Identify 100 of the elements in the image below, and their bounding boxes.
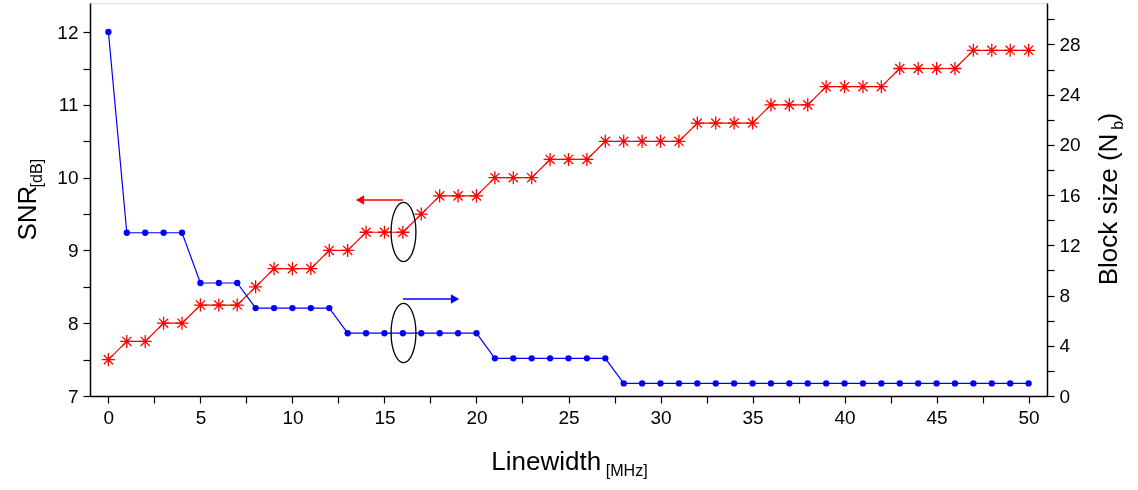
point	[818, 79, 834, 94]
y2-tick-label: 8	[1059, 285, 1071, 307]
point	[671, 134, 687, 149]
point	[896, 380, 903, 387]
point	[270, 304, 278, 312]
point	[653, 134, 668, 149]
point	[583, 355, 591, 362]
y-tick-label: 12	[57, 21, 79, 43]
point	[690, 115, 705, 131]
point	[616, 134, 631, 149]
point	[763, 97, 779, 113]
point	[708, 115, 723, 131]
point	[491, 355, 499, 362]
point	[730, 380, 738, 387]
y2-tick-label: 16	[1059, 184, 1081, 206]
x-tick-label: 35	[742, 406, 764, 428]
point	[892, 61, 907, 76]
point	[418, 330, 425, 337]
y-tick-label: 9	[67, 239, 79, 261]
point	[911, 61, 926, 76]
point	[878, 380, 885, 387]
point	[947, 61, 963, 76]
point	[285, 261, 300, 276]
point	[215, 279, 222, 287]
point	[749, 380, 756, 387]
point	[322, 243, 337, 258]
x-tick-label: 40	[834, 406, 856, 428]
point	[473, 330, 480, 337]
point	[399, 330, 407, 337]
point	[542, 152, 558, 167]
point	[800, 97, 815, 113]
y2-tick-label: 0	[1059, 385, 1071, 407]
point	[984, 43, 999, 58]
point	[101, 352, 116, 367]
point	[252, 304, 259, 312]
y-tick-label: 7	[67, 385, 79, 407]
point	[782, 97, 797, 113]
point	[230, 297, 245, 313]
point	[579, 152, 595, 167]
point	[510, 355, 517, 362]
point	[123, 229, 130, 236]
point	[561, 152, 576, 167]
point	[855, 79, 871, 94]
point	[546, 355, 554, 362]
point	[211, 297, 226, 313]
point	[1025, 380, 1032, 387]
point	[837, 79, 852, 94]
x-tick-label: 50	[1018, 406, 1040, 428]
y2-tick-label: 20	[1059, 134, 1081, 156]
x-tick-label: 0	[103, 406, 115, 428]
point	[307, 304, 315, 312]
point	[344, 330, 351, 337]
point	[358, 225, 374, 240]
point	[528, 355, 535, 362]
point	[174, 316, 190, 331]
point	[138, 334, 153, 349]
y-tick-label: 11	[58, 94, 79, 116]
point	[915, 380, 922, 387]
point	[266, 261, 282, 276]
point	[381, 330, 388, 337]
point	[156, 316, 171, 331]
point	[841, 380, 848, 387]
point	[726, 115, 742, 131]
point	[340, 243, 355, 258]
y2-tick-label: 28	[1059, 33, 1081, 55]
point	[966, 43, 981, 58]
point	[450, 188, 466, 204]
point	[506, 170, 521, 185]
point	[1021, 43, 1036, 58]
point	[657, 380, 664, 387]
point	[675, 380, 683, 387]
point	[970, 380, 977, 387]
point	[193, 297, 208, 313]
point	[432, 188, 447, 204]
y2-tick-label: 12	[1059, 234, 1081, 256]
point	[487, 170, 503, 185]
point	[105, 28, 112, 36]
point	[248, 279, 263, 294]
point	[694, 380, 701, 387]
point	[119, 334, 134, 349]
point	[822, 380, 830, 387]
point	[524, 170, 539, 185]
x-tick-label: 15	[374, 406, 396, 428]
point	[565, 355, 572, 362]
point	[160, 229, 167, 236]
point	[178, 229, 186, 236]
point	[951, 380, 959, 387]
point	[436, 330, 443, 337]
y-tick-label: 8	[67, 312, 79, 334]
point	[326, 304, 333, 312]
point	[804, 380, 811, 387]
point	[234, 279, 241, 287]
y2-tick-label: 4	[1059, 335, 1071, 357]
point	[988, 380, 995, 387]
y-tick-label: 10	[57, 167, 79, 189]
x-tick-label: 5	[195, 406, 207, 428]
point	[638, 380, 646, 387]
y-axis-title: SNR[dB]	[12, 158, 46, 241]
point	[620, 380, 627, 387]
y2-axis-title: Block size (Nb)	[1093, 112, 1127, 286]
